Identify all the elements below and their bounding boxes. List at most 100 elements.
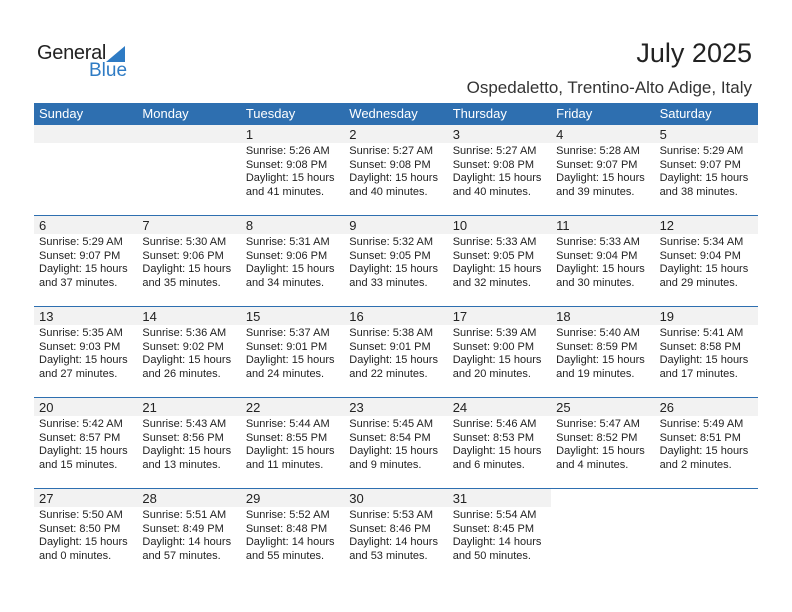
day-info: Sunrise: 5:49 AM Sunset: 8:51 PM Daylight:… xyxy=(655,416,758,472)
daylight-text: Daylight: 15 hours xyxy=(659,445,749,457)
day-cell: 28 Sunrise: 5:51 AM Sunset: 8:49 PM Dayligh… xyxy=(137,489,241,579)
sunset-text: Sunset: 9:01 PM xyxy=(245,340,328,353)
sunrise-text: Sunrise: 5:49 AM xyxy=(659,418,744,430)
day-number: 31 xyxy=(447,489,552,507)
day-info: Sunrise: 5:33 AM Sunset: 9:05 PM Daylight:… xyxy=(448,234,551,290)
daylight-text: Daylight: 15 hours xyxy=(245,354,335,366)
daylight-text: Daylight: 15 hours xyxy=(39,536,128,548)
week-row: 1 Sunrise: 5:26 AM Sunset: 9:08 PM Daylight… xyxy=(34,125,758,215)
day-cell: 16 Sunrise: 5:38 AM Sunset: 9:01 PM Dayligh… xyxy=(344,307,448,397)
daylight-text: Daylight: 14 hours xyxy=(349,536,438,548)
daylight-text: and 29 minutes. xyxy=(659,276,738,289)
day-cell: 24 Sunrise: 5:46 AM Sunset: 8:53 PM Dayligh… xyxy=(447,398,552,488)
sunset-text: Sunset: 9:08 PM xyxy=(349,158,431,171)
day-number: 6 xyxy=(34,216,138,234)
day-cell: 20 Sunrise: 5:42 AM Sunset: 8:57 PM Dayligh… xyxy=(34,398,138,488)
day-info: Sunrise: 5:46 AM Sunset: 8:53 PM Daylight:… xyxy=(448,416,551,472)
daylight-text: and 20 minutes. xyxy=(452,367,531,380)
sunrise-text: Sunrise: 5:34 AM xyxy=(659,236,744,248)
day-cell: 5 Sunrise: 5:29 AM Sunset: 9:07 PM Daylight… xyxy=(654,125,758,215)
daylight-text: and 11 minutes. xyxy=(245,458,324,471)
daylight-text: Daylight: 15 hours xyxy=(556,263,645,275)
day-info: Sunrise: 5:40 AM Sunset: 8:59 PM Daylight:… xyxy=(551,325,654,381)
daylight-text: and 32 minutes. xyxy=(452,276,531,289)
weekday-header: Sunday Monday Tuesday Wednesday Thursday Frid… xyxy=(34,103,758,125)
daylight-text: Daylight: 15 hours xyxy=(659,354,749,366)
day-info: Sunrise: 5:30 AM Sunset: 9:06 PM Daylight:… xyxy=(137,234,240,290)
empty-cell xyxy=(655,489,758,579)
week-row: 20 Sunrise: 5:42 AM Sunset: 8:57 PM Dayligh… xyxy=(34,397,758,488)
daylight-text: Daylight: 15 hours xyxy=(245,172,335,184)
daylight-text: Daylight: 15 hours xyxy=(452,263,542,275)
daylight-text: Daylight: 15 hours xyxy=(245,263,335,275)
day-info: Sunrise: 5:27 AM Sunset: 9:08 PM Daylight:… xyxy=(344,143,447,199)
day-band-empty xyxy=(34,125,138,143)
sunrise-text: Sunrise: 5:27 AM xyxy=(349,145,434,157)
daylight-text: Daylight: 15 hours xyxy=(349,263,438,275)
week-row: 6 Sunrise: 5:29 AM Sunset: 9:07 PM Daylight… xyxy=(34,215,758,306)
daylight-text: Daylight: 15 hours xyxy=(659,172,749,184)
sunset-text: Sunset: 8:46 PM xyxy=(349,522,431,535)
day-number: 3 xyxy=(447,125,552,143)
day-info: Sunrise: 5:41 AM Sunset: 8:58 PM Daylight:… xyxy=(655,325,758,381)
day-cell: 21 Sunrise: 5:43 AM Sunset: 8:56 PM Dayligh… xyxy=(137,398,241,488)
day-info: Sunrise: 5:31 AM Sunset: 9:06 PM Daylight:… xyxy=(241,234,344,290)
sunrise-text: Sunrise: 5:38 AM xyxy=(349,327,434,339)
daylight-text: and 6 minutes. xyxy=(452,458,525,471)
day-info: Sunrise: 5:29 AM Sunset: 9:07 PM Daylight:… xyxy=(655,143,758,199)
page-title: July 2025 xyxy=(636,38,752,68)
day-cell: 11 Sunrise: 5:33 AM Sunset: 9:04 PM Dayligh… xyxy=(551,216,655,306)
day-cell: 8 Sunrise: 5:31 AM Sunset: 9:06 PM Daylight… xyxy=(240,216,345,306)
weekday-friday: Friday xyxy=(556,106,593,121)
day-number: 16 xyxy=(344,307,448,325)
weekday-saturday: Saturday xyxy=(659,106,712,121)
daylight-text: and 0 minutes. xyxy=(39,549,112,562)
day-number: 23 xyxy=(344,398,448,416)
daylight-text: Daylight: 15 hours xyxy=(245,445,335,457)
daylight-text: and 40 minutes. xyxy=(452,185,531,198)
sunset-text: Sunset: 8:55 PM xyxy=(245,431,328,444)
daylight-text: Daylight: 14 hours xyxy=(245,536,335,548)
day-cell: 22 Sunrise: 5:44 AM Sunset: 8:55 PM Dayligh… xyxy=(240,398,345,488)
sunset-text: Sunset: 8:52 PM xyxy=(556,431,638,444)
day-cell: 15 Sunrise: 5:37 AM Sunset: 9:01 PM Dayligh… xyxy=(240,307,345,397)
daylight-text: and 24 minutes. xyxy=(245,367,325,380)
day-number: 20 xyxy=(34,398,138,416)
day-number: 17 xyxy=(447,307,552,325)
sunrise-text: Sunrise: 5:27 AM xyxy=(452,145,537,157)
sunset-text: Sunset: 8:49 PM xyxy=(142,522,224,535)
day-number: 14 xyxy=(137,307,241,325)
day-number: 24 xyxy=(447,398,552,416)
day-number: 25 xyxy=(551,398,655,416)
day-info: Sunrise: 5:32 AM Sunset: 9:05 PM Daylight:… xyxy=(344,234,447,290)
daylight-text: and 35 minutes. xyxy=(142,276,221,289)
day-number: 4 xyxy=(551,125,655,143)
sunset-text: Sunset: 9:06 PM xyxy=(142,249,224,262)
day-info: Sunrise: 5:50 AM Sunset: 8:50 PM Daylight:… xyxy=(34,507,137,563)
day-cell: 13 Sunrise: 5:35 AM Sunset: 9:03 PM Dayligh… xyxy=(34,307,138,397)
sunset-text: Sunset: 8:48 PM xyxy=(245,522,328,535)
daylight-text: and 41 minutes. xyxy=(245,185,325,198)
weekday-sunday: Sunday xyxy=(39,106,84,121)
daylight-text: and 19 minutes. xyxy=(556,367,635,380)
day-number: 13 xyxy=(34,307,138,325)
sunrise-text: Sunrise: 5:36 AM xyxy=(142,327,227,339)
sunrise-text: Sunrise: 5:39 AM xyxy=(452,327,537,339)
daylight-text: and 34 minutes. xyxy=(245,276,325,289)
sunset-text: Sunset: 8:50 PM xyxy=(39,522,121,535)
logo-general-text: General xyxy=(37,42,107,64)
sunrise-text: Sunrise: 5:52 AM xyxy=(245,509,330,521)
sunset-text: Sunset: 9:06 PM xyxy=(245,249,328,262)
logo-blue-text: Blue xyxy=(89,60,128,81)
logo-triangle-icon xyxy=(106,46,125,62)
day-cell: 9 Sunrise: 5:32 AM Sunset: 9:05 PM Daylight… xyxy=(344,216,448,306)
sunset-text: Sunset: 9:00 PM xyxy=(452,340,535,353)
sunrise-text: Sunrise: 5:29 AM xyxy=(39,236,123,248)
day-number: 29 xyxy=(240,489,345,507)
daylight-text: Daylight: 14 hours xyxy=(452,536,542,548)
daylight-text: Daylight: 15 hours xyxy=(142,263,232,275)
day-info: Sunrise: 5:27 AM Sunset: 9:08 PM Daylight:… xyxy=(448,143,551,199)
day-cell: 17 Sunrise: 5:39 AM Sunset: 9:00 PM Dayligh… xyxy=(447,307,552,397)
sunset-text: Sunset: 8:58 PM xyxy=(659,340,741,353)
